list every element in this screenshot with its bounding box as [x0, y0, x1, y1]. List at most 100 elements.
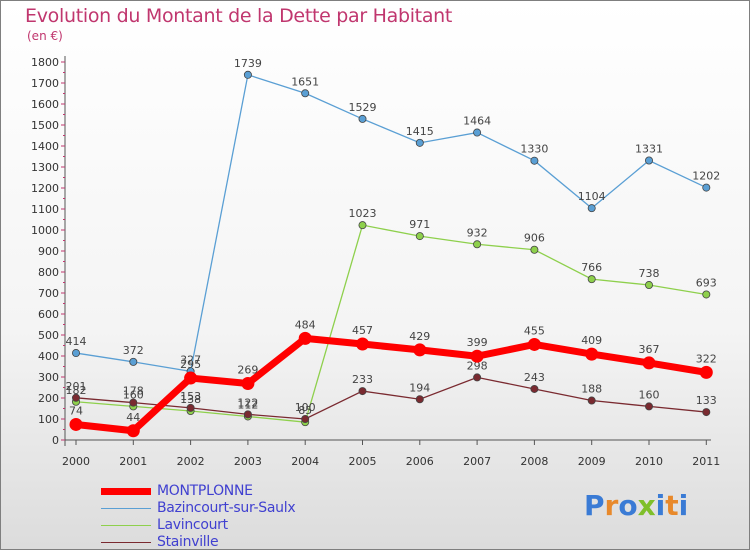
data-point-bazincourt-sur-saulx [645, 156, 654, 165]
data-point-bazincourt-sur-saulx [530, 156, 539, 165]
x-tick-label: 2001 [119, 455, 147, 468]
data-label-stainville: 194 [409, 381, 430, 394]
data-point-bazincourt-sur-saulx [473, 128, 482, 137]
legend-swatch [101, 488, 151, 495]
y-tick-label: 1000 [31, 224, 59, 237]
data-point-stainville [243, 410, 252, 419]
data-point-montplonne [356, 337, 369, 351]
legend-swatch [101, 524, 151, 527]
data-label-stainville: 133 [696, 394, 717, 407]
y-tick-label: 800 [38, 266, 59, 279]
y-tick-label: 1700 [31, 77, 59, 90]
data-label-lavincourt: 1023 [349, 207, 377, 220]
y-tick-label: 1500 [31, 119, 59, 132]
data-label-stainville: 178 [123, 385, 144, 398]
data-label-lavincourt: 693 [696, 276, 717, 289]
x-tick-label: 2003 [234, 455, 262, 468]
legend-label: Stainville [157, 534, 219, 550]
data-label-stainville: 122 [237, 396, 258, 409]
data-point-montplonne [699, 365, 713, 379]
data-point-lavincourt [702, 290, 711, 299]
data-point-stainville [587, 396, 596, 405]
data-point-stainville [129, 398, 138, 407]
data-point-bazincourt-sur-saulx [301, 89, 310, 98]
chart-title: Evolution du Montant de la Dette par Hab… [25, 5, 453, 27]
series-line-lavincourt [75, 224, 707, 423]
data-label-bazincourt-sur-saulx: 1202 [692, 170, 720, 183]
data-point-bazincourt-sur-saulx [702, 183, 711, 192]
series-line-bazincourt-sur-saulx [189, 73, 707, 372]
data-label-bazincourt-sur-saulx: 1739 [234, 57, 262, 70]
series-line-montplonne [75, 334, 707, 435]
data-point-bazincourt-sur-saulx [415, 138, 424, 147]
y-tick-label: 700 [38, 287, 59, 300]
data-label-bazincourt-sur-saulx: 1331 [635, 142, 663, 155]
x-tick-label: 2009 [578, 455, 606, 468]
data-point-montplonne [69, 417, 83, 431]
data-label-lavincourt: 738 [639, 267, 660, 280]
x-tick-label: 2010 [635, 455, 663, 468]
y-tick-label: 1100 [31, 203, 59, 216]
legend-swatch [101, 541, 151, 544]
y-tick-label: 1800 [31, 56, 59, 69]
data-label-montplonne: 74 [69, 404, 83, 417]
data-point-montplonne [184, 371, 198, 385]
x-tick-label: 2005 [349, 455, 377, 468]
legend-label: Lavincourt [157, 517, 228, 533]
data-point-montplonne [241, 377, 255, 391]
x-tick-label: 2000 [62, 455, 90, 468]
data-point-montplonne [642, 356, 656, 370]
data-point-bazincourt-sur-saulx [358, 114, 367, 123]
y-tick-label: 1300 [31, 161, 59, 174]
data-point-lavincourt [473, 240, 482, 249]
data-point-montplonne [413, 343, 427, 357]
y-tick-label: 100 [38, 413, 59, 426]
data-point-montplonne [298, 331, 312, 345]
legend-swatch [101, 507, 151, 510]
data-point-lavincourt [587, 275, 596, 284]
data-label-stainville: 188 [581, 383, 602, 396]
logo-letter: i [678, 489, 689, 522]
data-label-lavincourt: 138 [180, 393, 201, 406]
data-label-bazincourt-sur-saulx: 1529 [349, 101, 377, 114]
data-point-stainville [358, 387, 367, 396]
data-point-lavincourt [645, 281, 654, 290]
logo-letter: P [584, 489, 605, 522]
data-label-bazincourt-sur-saulx: 1330 [520, 143, 548, 156]
data-point-stainville [301, 414, 310, 423]
data-label-montplonne: 295 [180, 358, 201, 371]
data-label-montplonne: 409 [581, 334, 602, 347]
data-point-stainville [530, 384, 539, 393]
data-label-stainville: 201 [66, 380, 87, 393]
legend-item: Lavincourt [101, 517, 295, 534]
y-tick-label: 600 [38, 308, 59, 321]
x-tick-label: 2011 [692, 455, 720, 468]
data-point-stainville [415, 395, 424, 404]
series-line-stainville [75, 376, 707, 420]
data-label-bazincourt-sur-saulx: 372 [123, 344, 144, 357]
x-tick-label: 2008 [520, 455, 548, 468]
data-label-stainville: 243 [524, 371, 545, 384]
data-label-lavincourt: 971 [409, 218, 430, 231]
legend: MONTPLONNE Bazincourt-sur-Saulx Lavincourt… [101, 483, 296, 551]
y-tick-label: 1200 [31, 182, 59, 195]
data-label-bazincourt-sur-saulx: 1415 [406, 125, 434, 138]
data-point-montplonne [126, 424, 140, 438]
y-tick-label: 1600 [31, 98, 59, 111]
y-tick-label: 400 [38, 350, 59, 363]
logo-letter: t [665, 489, 679, 522]
data-point-bazincourt-sur-saulx [72, 349, 81, 358]
data-point-montplonne [585, 347, 599, 361]
data-label-lavincourt: 112 [237, 398, 258, 411]
data-point-bazincourt-sur-saulx [129, 357, 138, 366]
data-label-montplonne: 484 [295, 318, 316, 331]
y-tick-label: 500 [38, 329, 59, 342]
data-label-bazincourt-sur-saulx: 414 [66, 335, 87, 348]
data-label-stainville: 160 [639, 388, 660, 401]
x-tick-label: 2004 [291, 455, 319, 468]
data-point-montplonne [527, 337, 541, 351]
data-point-bazincourt-sur-saulx [243, 70, 252, 79]
y-tick-label: 0 [52, 434, 59, 447]
data-label-stainville: 298 [467, 359, 488, 372]
